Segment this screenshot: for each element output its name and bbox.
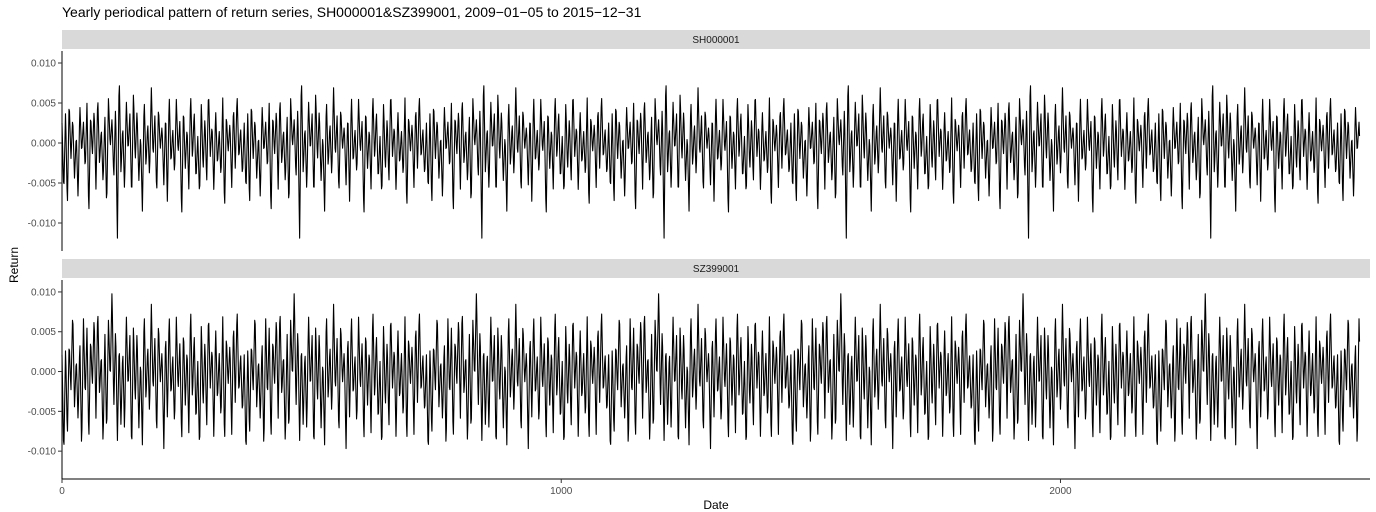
y-tick-label: 0.000 xyxy=(31,139,56,150)
x-tick-label: 2000 xyxy=(1049,486,1072,497)
strip-label: SH000001 xyxy=(692,35,740,46)
y-tick-label: 0.005 xyxy=(31,327,56,338)
return-line-sz399001 xyxy=(61,293,1361,450)
panel-sz399001: SZ399001 0.010 0.005 0.000 -0.005 -0.010 xyxy=(28,259,1370,479)
return-line-sh000001 xyxy=(61,85,1361,239)
y-tick-label: 0.010 xyxy=(31,287,56,298)
y-tick-label: -0.010 xyxy=(28,219,57,230)
x-tick-label: 0 xyxy=(59,486,65,497)
strip-background xyxy=(62,259,1370,278)
strip-label: SZ399001 xyxy=(693,264,740,275)
y-ticks: 0.010 0.005 0.000 -0.005 -0.010 xyxy=(28,59,62,230)
y-tick-label: -0.010 xyxy=(28,447,57,458)
x-ticks: 0 1000 2000 xyxy=(59,479,1072,497)
series-line xyxy=(61,293,1361,450)
y-ticks: 0.010 0.005 0.000 -0.005 -0.010 xyxy=(28,287,62,458)
strip-background xyxy=(62,30,1370,49)
series-line xyxy=(61,85,1361,239)
y-tick-label: -0.005 xyxy=(28,407,57,418)
y-tick-label: 0.000 xyxy=(31,367,56,378)
y-tick-label: -0.005 xyxy=(28,179,57,190)
y-tick-label: 0.005 xyxy=(31,99,56,110)
y-tick-label: 0.010 xyxy=(31,59,56,70)
panel-sh000001: SH000001 0.010 0.005 0.000 -0.005 -0.010 xyxy=(28,30,1370,251)
x-axis-label: Date xyxy=(703,498,729,512)
chart-title: Yearly periodical pattern of return seri… xyxy=(62,4,642,20)
x-tick-label: 1000 xyxy=(550,486,573,497)
y-axis-label: Return xyxy=(7,247,21,283)
